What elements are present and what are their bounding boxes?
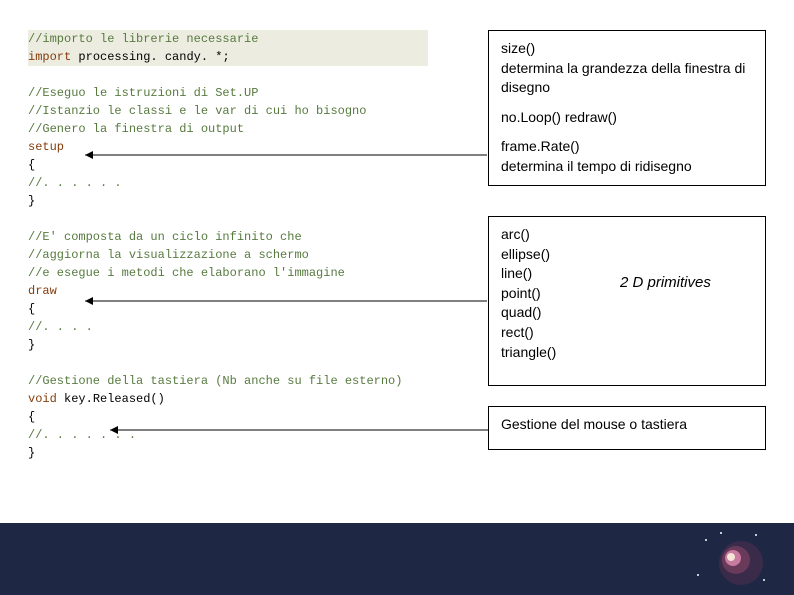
nebula-icon [686, 525, 776, 591]
code-line: //. . . . . . [28, 174, 428, 192]
info-text: size() determina la grandezza della fine… [501, 39, 753, 98]
code-text: key.Released() [57, 392, 165, 406]
arrow-icon [100, 420, 488, 440]
code-line: //Eseguo le istruzioni di Set.UP [28, 84, 428, 102]
info-box-mouse: Gestione del mouse o tastiera [488, 406, 766, 450]
code-line: void key.Released() [28, 390, 428, 408]
code-line: //Istanzio le classi e le var di cui ho … [28, 102, 428, 120]
code-line: } [28, 336, 428, 354]
footer-bar [0, 523, 794, 595]
info-box-primitives: arc() ellipse() line() point() quad() re… [488, 216, 766, 386]
info-text: Gestione del mouse o tastiera [501, 415, 753, 435]
code-line: } [28, 444, 428, 462]
arrow-icon [75, 291, 487, 311]
primitives-label: 2 D primitives [620, 274, 711, 291]
code-line: //Gestione della tastiera (Nb anche su f… [28, 372, 428, 390]
code-line: //e esegue i metodi che elaborano l'imma… [28, 264, 428, 282]
code-line: //aggiorna la visualizzazione a schermo [28, 246, 428, 264]
info-text: no.Loop() redraw() [501, 108, 753, 128]
code-line: //importo le librerie necessarie [28, 30, 428, 48]
keyword: import [28, 50, 71, 64]
code-line: //E' composta da un ciclo infinito che [28, 228, 428, 246]
code-line: } [28, 192, 428, 210]
code-line: import processing. candy. *; [28, 48, 428, 66]
keyword: void [28, 392, 57, 406]
primitives-list: arc() ellipse() line() point() quad() re… [501, 225, 753, 362]
code-block: //importo le librerie necessarie import … [28, 30, 428, 462]
info-text: frame.Rate() determina il tempo di ridis… [501, 137, 753, 176]
code-text: processing. candy. *; [71, 50, 229, 64]
arrow-icon [75, 145, 487, 165]
info-box-setup: size() determina la grandezza della fine… [488, 30, 766, 186]
code-line: //. . . . [28, 318, 428, 336]
code-line: //Genero la finestra di output [28, 120, 428, 138]
